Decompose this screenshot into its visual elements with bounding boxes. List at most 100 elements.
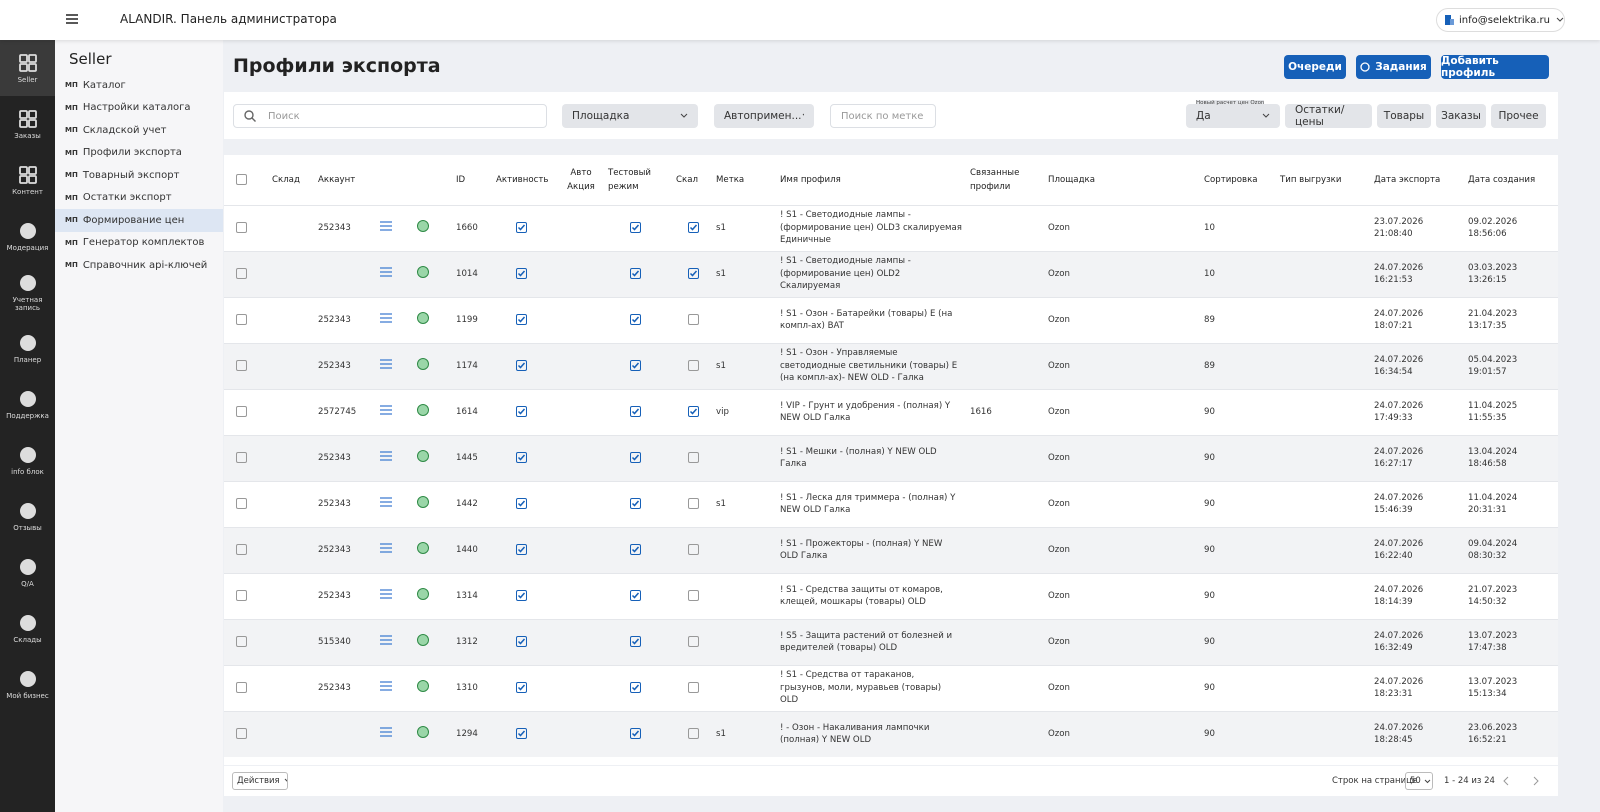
sidebar-item[interactable]: Q/A <box>0 544 55 600</box>
checkbox-checked[interactable] <box>516 635 527 647</box>
prev-page[interactable] <box>1502 776 1510 786</box>
checkbox-checked[interactable] <box>688 267 699 279</box>
checkbox[interactable] <box>236 497 247 509</box>
checkbox[interactable] <box>236 405 247 417</box>
checkbox[interactable] <box>688 313 699 325</box>
menu-item[interactable]: МП Товарный экспорт <box>55 164 223 187</box>
checkbox[interactable] <box>236 681 247 693</box>
row-menu[interactable] <box>380 359 392 369</box>
row-menu[interactable] <box>380 451 392 461</box>
menu-item[interactable]: МП Справочник api-ключей <box>55 254 223 277</box>
sidebar-item[interactable]: Учетная запись <box>0 264 55 320</box>
checkbox[interactable] <box>236 221 247 233</box>
checkbox[interactable] <box>236 267 247 279</box>
row-menu[interactable] <box>380 221 392 231</box>
row-menu[interactable] <box>380 589 392 599</box>
user-menu[interactable]: info@selektrika.ru <box>1436 8 1565 32</box>
sidebar-item[interactable]: Seller <box>0 40 55 96</box>
tab[interactable]: Остатки/цены <box>1285 104 1372 128</box>
sidebar-item[interactable]: Контент <box>0 152 55 208</box>
checkbox[interactable] <box>688 451 699 463</box>
button[interactable]: Добавить профиль <box>1441 55 1549 79</box>
sidebar-item[interactable]: Отзывы <box>0 488 55 544</box>
checkbox-checked[interactable] <box>630 497 641 509</box>
auto-select[interactable]: Автопримен... <box>714 104 814 128</box>
row-menu[interactable] <box>380 497 392 507</box>
row-menu[interactable] <box>380 635 392 645</box>
tab[interactable]: Заказы <box>1436 104 1486 128</box>
checkbox-checked[interactable] <box>688 405 699 417</box>
checkbox-checked[interactable] <box>516 267 527 279</box>
checkbox[interactable] <box>688 359 699 371</box>
sidebar-item[interactable]: Модерация <box>0 208 55 264</box>
tag-search[interactable]: Поиск по метке <box>830 104 936 128</box>
row-menu[interactable] <box>380 543 392 553</box>
checkbox-checked[interactable] <box>630 405 641 417</box>
checkbox-checked[interactable] <box>630 451 641 463</box>
checkbox[interactable] <box>688 728 699 739</box>
checkbox-checked[interactable] <box>516 451 527 463</box>
checkbox-checked[interactable] <box>516 497 527 509</box>
checkbox-checked[interactable] <box>516 313 527 325</box>
checkbox[interactable] <box>236 635 247 647</box>
sidebar-item[interactable]: Мой бизнес <box>0 656 55 712</box>
checkbox[interactable] <box>236 728 247 739</box>
checkbox-checked[interactable] <box>630 543 641 555</box>
burger[interactable] <box>66 13 78 25</box>
checkbox[interactable] <box>236 589 247 601</box>
checkbox[interactable] <box>688 635 699 647</box>
checkbox[interactable] <box>236 313 247 325</box>
checkbox-checked[interactable] <box>630 313 641 325</box>
menu-item[interactable]: МП Складской учет <box>55 119 223 142</box>
sidebar-item[interactable]: Склады <box>0 600 55 656</box>
tab[interactable]: Товары <box>1377 104 1431 128</box>
checkbox-checked[interactable] <box>516 359 527 371</box>
checkbox-checked[interactable] <box>630 267 641 279</box>
search[interactable]: Поиск <box>233 104 547 128</box>
checkbox-checked[interactable] <box>630 635 641 647</box>
menu-item[interactable]: МП Каталог <box>55 74 223 97</box>
menu-item[interactable]: МП Формирование цен <box>55 209 223 232</box>
checkbox[interactable] <box>688 589 699 601</box>
checkbox[interactable] <box>236 173 247 185</box>
checkbox-checked[interactable] <box>516 405 527 417</box>
checkbox-checked[interactable] <box>516 728 527 739</box>
checkbox-checked[interactable] <box>516 589 527 601</box>
platform-select[interactable]: Площадка <box>562 104 698 128</box>
checkbox[interactable] <box>236 543 247 555</box>
sidebar-item[interactable]: Поддержка <box>0 376 55 432</box>
row-menu[interactable] <box>380 727 392 737</box>
menu-item[interactable]: МП Генератор комплектов <box>55 232 223 255</box>
checkbox[interactable] <box>688 497 699 509</box>
next-page[interactable] <box>1532 776 1540 786</box>
menu-item[interactable]: МП Остатки экспорт <box>55 187 223 210</box>
row-menu[interactable] <box>380 267 392 277</box>
row-menu[interactable] <box>380 405 392 415</box>
checkbox-checked[interactable] <box>516 543 527 555</box>
sidebar-item[interactable]: Планер <box>0 320 55 376</box>
checkbox-checked[interactable] <box>688 221 699 233</box>
checkbox[interactable] <box>688 543 699 555</box>
checkbox-checked[interactable] <box>516 681 527 693</box>
checkbox-checked[interactable] <box>630 728 641 739</box>
tab[interactable]: Прочее <box>1491 104 1546 128</box>
sidebar-item[interactable]: info блок <box>0 432 55 488</box>
sidebar-item[interactable]: Заказы <box>0 96 55 152</box>
per-page-select[interactable]: 50 <box>1405 772 1433 790</box>
button[interactable]: Задания <box>1356 55 1431 79</box>
menu-item[interactable]: МП Настройки каталога <box>55 97 223 120</box>
checkbox-checked[interactable] <box>516 221 527 233</box>
row-menu[interactable] <box>380 313 392 323</box>
actions-select[interactable]: Действия <box>232 772 288 790</box>
ozon-select[interactable]: Да <box>1186 104 1280 128</box>
menu-item[interactable]: МП Профили экспорта <box>55 142 223 165</box>
checkbox[interactable] <box>688 681 699 693</box>
checkbox[interactable] <box>236 359 247 371</box>
row-menu[interactable] <box>380 681 392 691</box>
checkbox[interactable] <box>236 451 247 463</box>
checkbox-checked[interactable] <box>630 221 641 233</box>
checkbox-checked[interactable] <box>630 589 641 601</box>
checkbox-checked[interactable] <box>630 681 641 693</box>
checkbox-checked[interactable] <box>630 359 641 371</box>
button[interactable]: Очереди <box>1284 55 1346 79</box>
